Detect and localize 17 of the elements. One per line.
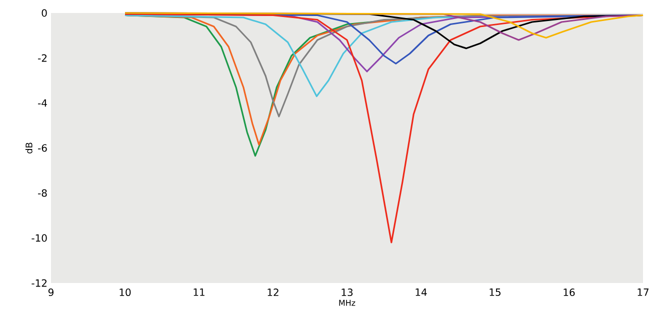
- x-tick-label: 10: [120, 288, 131, 296]
- y-tick-label: -10: [32, 234, 47, 242]
- y-axis-title: dB: [25, 142, 32, 154]
- x-tick-label: 14: [416, 288, 427, 296]
- y-tick-label: 0: [42, 9, 47, 17]
- x-tick-label: 13: [342, 288, 353, 296]
- x-tick-label: 11: [194, 288, 204, 296]
- x-tick-label: 17: [638, 288, 648, 296]
- y-tick-label: -6: [38, 144, 47, 152]
- y-tick-label: -2: [38, 54, 46, 62]
- x-tick-label: 15: [490, 288, 500, 296]
- y-tick-label: -8: [38, 189, 47, 197]
- x-tick-label: 12: [268, 288, 278, 296]
- y-tick-label: -12: [32, 279, 46, 287]
- y-tick-label: -4: [38, 99, 47, 107]
- x-tick-label: 9: [48, 288, 54, 296]
- x-tick-label: 16: [564, 288, 575, 296]
